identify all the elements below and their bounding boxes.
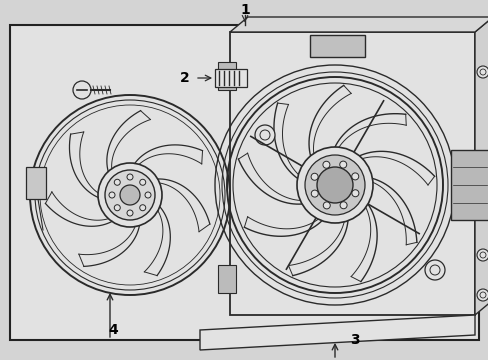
Circle shape [323,202,329,209]
Circle shape [351,190,358,197]
Circle shape [127,174,133,180]
Text: 2: 2 [180,71,189,85]
Circle shape [322,161,329,168]
Bar [229,32,474,315]
Circle shape [476,66,488,78]
Circle shape [105,170,155,220]
Circle shape [127,210,133,216]
Circle shape [145,192,151,198]
Circle shape [479,252,485,258]
Bar [10,25,478,340]
Circle shape [114,205,120,211]
Circle shape [140,205,145,211]
Circle shape [476,249,488,261]
Circle shape [260,130,269,140]
Circle shape [339,202,346,209]
Circle shape [114,179,120,185]
Circle shape [339,161,346,168]
Circle shape [311,190,318,197]
Text: 3: 3 [349,333,359,347]
Polygon shape [229,17,488,32]
Circle shape [140,179,145,185]
Circle shape [479,292,485,298]
Polygon shape [474,17,488,315]
Bar [450,150,488,220]
Circle shape [424,260,444,280]
Circle shape [479,69,485,75]
Circle shape [351,173,358,180]
Circle shape [316,167,352,203]
Bar [309,35,364,57]
Circle shape [73,81,91,99]
Circle shape [429,265,439,275]
Text: 4: 4 [108,323,118,337]
Circle shape [296,147,372,223]
Circle shape [120,185,140,205]
Bar [218,62,236,90]
Circle shape [476,289,488,301]
Bar [26,167,46,199]
Bar [215,69,246,87]
Bar [218,265,236,293]
Text: 1: 1 [240,3,249,17]
Polygon shape [200,315,474,350]
Circle shape [254,125,274,145]
Circle shape [109,192,115,198]
Circle shape [310,173,318,180]
Circle shape [305,155,364,215]
